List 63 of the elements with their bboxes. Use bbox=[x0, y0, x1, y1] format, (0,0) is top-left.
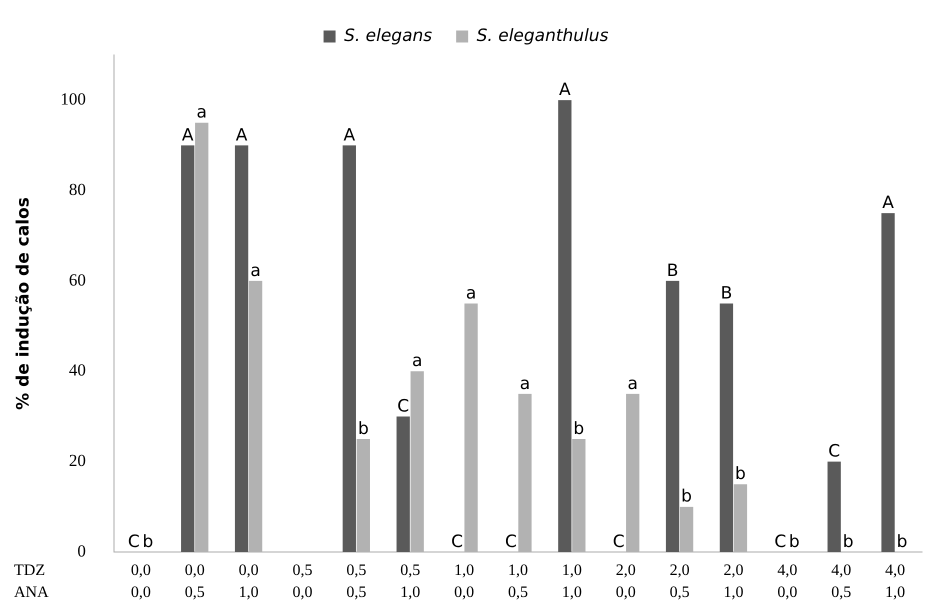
x-tick-label: 2,0 0,5 bbox=[670, 562, 690, 602]
x-tick-label: 2,0 0,0 bbox=[616, 562, 636, 602]
data-label: C bbox=[128, 532, 140, 552]
data-label: b bbox=[735, 464, 746, 484]
legend-label: S. elegans bbox=[344, 26, 432, 46]
bar bbox=[666, 280, 680, 552]
bar bbox=[181, 145, 194, 552]
data-label: b bbox=[142, 532, 154, 552]
data-label: a bbox=[466, 283, 476, 304]
x-tick-label: 0,0 1,0 bbox=[238, 562, 259, 602]
data-label: a bbox=[196, 102, 207, 123]
data-label: C bbox=[612, 532, 625, 552]
y-tick-label: 0 bbox=[77, 541, 86, 560]
data-label: A bbox=[344, 125, 356, 146]
data-label: b bbox=[681, 486, 692, 507]
data-label: b bbox=[788, 532, 800, 552]
data-label: A bbox=[182, 125, 194, 146]
data-label: b bbox=[896, 532, 908, 552]
data-label: B bbox=[720, 283, 732, 304]
x-tick-label: 4,0 0,0 bbox=[777, 562, 798, 602]
data-label: a bbox=[412, 351, 422, 372]
text: TDZ bbox=[14, 562, 46, 580]
data-label: C bbox=[828, 442, 840, 462]
data-label: b bbox=[573, 418, 584, 439]
data-label: A bbox=[882, 193, 894, 214]
data-label: C bbox=[397, 396, 410, 416]
y-tick-label: 20 bbox=[68, 451, 86, 470]
x-tick-label: 0,5 0,0 bbox=[292, 562, 312, 602]
data-label: a bbox=[520, 374, 530, 394]
bar bbox=[342, 145, 356, 552]
x-tick-label: 2,0 1,0 bbox=[723, 562, 744, 602]
x-tick-label: 1,0 1,0 bbox=[562, 562, 582, 602]
x-tick-label: 0,0 0,0 bbox=[130, 562, 151, 602]
y-tick-label: 60 bbox=[68, 270, 86, 290]
x-tick-label: 0,0 0,5 bbox=[184, 562, 205, 602]
bar bbox=[828, 462, 841, 552]
x-tick-label: 0,5 0,5 bbox=[346, 562, 366, 602]
y-tick-label: 80 bbox=[68, 180, 86, 200]
bar bbox=[720, 304, 734, 552]
y-tick-label: 100 bbox=[60, 90, 86, 109]
data-label: C bbox=[505, 532, 517, 552]
data-label: a bbox=[627, 374, 638, 394]
bar bbox=[881, 213, 895, 552]
data-label: b bbox=[358, 418, 369, 439]
x-tick-label: 4,0 1,0 bbox=[885, 562, 906, 602]
bar bbox=[558, 100, 572, 552]
y-axis-title: % de indução de calos bbox=[14, 197, 34, 410]
legend-label: S. eleganthulus bbox=[476, 26, 609, 46]
data-label: C bbox=[774, 532, 786, 552]
data-label: B bbox=[666, 260, 678, 281]
x-tick-label: 4,0 0,5 bbox=[831, 562, 852, 602]
bar bbox=[396, 416, 410, 552]
data-label: b bbox=[842, 532, 854, 552]
data-label: A bbox=[559, 80, 571, 100]
x-tick-label: 1,0 0,5 bbox=[508, 562, 528, 602]
x-tick-label: 1,0 0,0 bbox=[454, 562, 474, 602]
bar bbox=[234, 145, 248, 552]
y-tick-label: 40 bbox=[68, 360, 86, 380]
text: ANA bbox=[14, 584, 50, 602]
data-label: a bbox=[250, 260, 261, 281]
x-tick-label: 0,5 1,0 bbox=[400, 562, 420, 602]
data-label: A bbox=[236, 125, 248, 146]
data-label: C bbox=[451, 532, 464, 552]
